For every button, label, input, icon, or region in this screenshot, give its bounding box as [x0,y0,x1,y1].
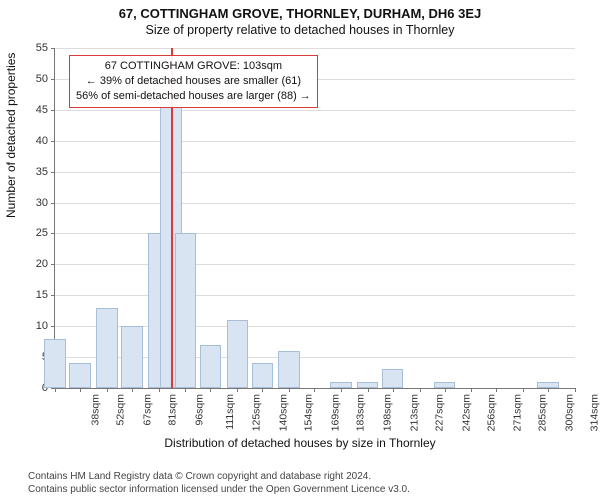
x-tick: 125sqm [251,394,263,431]
y-tick: 55 [24,42,48,54]
y-tick: 20 [24,258,48,270]
annotation-callout: 67 COTTINGHAM GROVE: 103sqm ← 39% of det… [69,55,318,108]
y-tick: 40 [24,135,48,147]
x-tick: 314sqm [589,394,600,431]
histogram-bar [69,363,90,388]
y-tick: 50 [24,73,48,85]
footer-attribution: Contains HM Land Registry data © Crown c… [28,471,410,496]
x-tick: 300sqm [564,394,576,431]
gridline [55,48,575,49]
x-tick: 67sqm [141,394,153,426]
x-tick: 52sqm [115,394,127,426]
y-tick: 10 [24,320,48,332]
gridline [55,110,575,111]
histogram-bar [175,233,196,388]
x-tick: 111sqm [224,394,236,430]
footer-line-1: Contains HM Land Registry data © Crown c… [28,471,410,484]
x-tick: 285sqm [537,394,549,431]
chart-subtitle: Size of property relative to detached ho… [0,23,600,37]
histogram-bar [278,351,299,388]
gridline [55,264,575,265]
y-tick-labels: 0510152025303540455055 [24,48,52,388]
histogram-bar [252,363,273,388]
histogram-bar [44,339,65,388]
gridline [55,233,575,234]
title-block: 67, COTTINGHAM GROVE, THORNLEY, DURHAM, … [0,0,600,37]
gridline [55,203,575,204]
x-tick: 227sqm [433,394,445,431]
annotation-line-1: 67 COTTINGHAM GROVE: 103sqm [76,59,311,74]
y-tick: 25 [24,227,48,239]
x-axis-label: Distribution of detached houses by size … [0,436,600,450]
x-tick: 81sqm [166,394,178,426]
y-tick: 30 [24,197,48,209]
histogram-bar [121,326,142,388]
x-tick: 169sqm [329,394,341,431]
histogram-bar [382,369,403,388]
x-tick: 271sqm [512,394,524,431]
gridline [55,141,575,142]
x-tick: 38sqm [90,394,102,426]
x-tick: 96sqm [193,394,205,426]
x-tick: 140sqm [278,394,290,431]
x-tick: 154sqm [303,394,315,431]
annotation-line-2: ← 39% of detached houses are smaller (61… [76,74,311,89]
x-tick: 213sqm [408,394,420,431]
histogram-bar [227,320,248,388]
x-tick: 198sqm [381,394,393,431]
y-tick: 35 [24,166,48,178]
x-tick: 242sqm [460,394,472,431]
histogram-bar [96,308,117,388]
annotation-line-3: 56% of semi-detached houses are larger (… [76,89,311,104]
gridline [55,172,575,173]
y-axis-label: Number of detached properties [4,53,18,218]
chart-title-address: 67, COTTINGHAM GROVE, THORNLEY, DURHAM, … [0,6,600,21]
x-tick: 256sqm [485,394,497,431]
gridline [55,295,575,296]
footer-line-2: Contains public sector information licen… [28,484,410,497]
y-tick: 15 [24,289,48,301]
x-tick-labels: 38sqm 52sqm 67sqm 81sqm 96sqm 111sqm 125sqm 140… [54,390,574,440]
y-tick: 45 [24,104,48,116]
histogram-bar [200,345,221,388]
x-tick: 183sqm [354,394,366,431]
